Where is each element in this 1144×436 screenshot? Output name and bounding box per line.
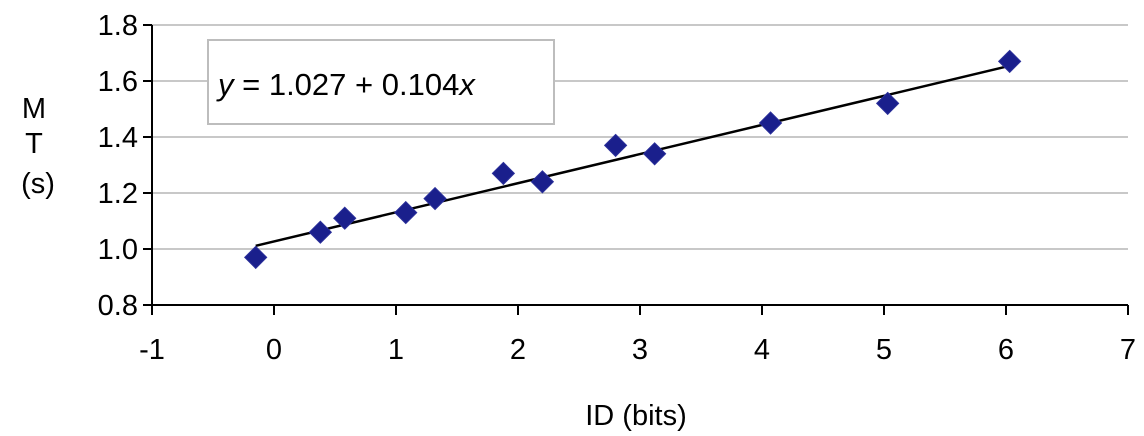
x-axis-title: ID (bits): [585, 400, 687, 432]
y-axis-title-line-2: T: [25, 128, 43, 160]
equation-rhs: = 1.027 + 0.104: [234, 67, 460, 102]
equation-frame: [207, 39, 555, 125]
data-point-diamond: [530, 170, 555, 194]
axes: 0.8 1.0 1.2 1.4 1.6 1.8 -1 0 1 2 3 4 5 6 7: [98, 10, 1136, 366]
x-tick-label: 1: [388, 334, 404, 366]
data-points: [243, 49, 1022, 270]
data-point-diamond: [875, 91, 900, 116]
data-point-diamond: [758, 111, 783, 135]
y-axis-title-line-3: (s): [21, 168, 55, 200]
x-tick-label: 0: [266, 334, 282, 366]
equation-box: y = 1.027 + 0.104x: [207, 39, 555, 125]
data-point-diamond: [491, 161, 516, 186]
x-tick-label: -1: [139, 334, 165, 366]
equation-text: y = 1.027 + 0.104x: [216, 67, 476, 102]
x-tick-label: 2: [510, 334, 526, 366]
x-tick-label: 5: [876, 334, 892, 366]
data-point-diamond: [423, 186, 447, 211]
data-point-diamond: [642, 142, 667, 166]
y-tick-label: 1.4: [98, 122, 138, 154]
y-tick-label: 0.8: [98, 290, 138, 322]
equation-lhs: y: [216, 67, 236, 102]
y-axis-title-line-1: M: [22, 93, 46, 125]
x-tick-label: 6: [998, 334, 1014, 366]
data-point-diamond: [394, 200, 418, 225]
data-point-diamond: [308, 220, 333, 244]
y-tick-label: 1.6: [98, 66, 138, 98]
x-tick-label: 4: [754, 334, 770, 366]
data-point-diamond: [243, 245, 268, 270]
x-tick-label: 3: [632, 334, 648, 366]
data-point-diamond: [333, 206, 357, 230]
equation-var: x: [457, 67, 476, 102]
y-tick-label: 1.8: [98, 10, 138, 42]
data-point-diamond: [603, 133, 628, 158]
x-tick-label: 7: [1120, 334, 1136, 366]
data-point-diamond: [997, 49, 1022, 74]
y-tick-label: 1.0: [98, 234, 138, 266]
y-tick-label: 1.2: [98, 178, 138, 210]
